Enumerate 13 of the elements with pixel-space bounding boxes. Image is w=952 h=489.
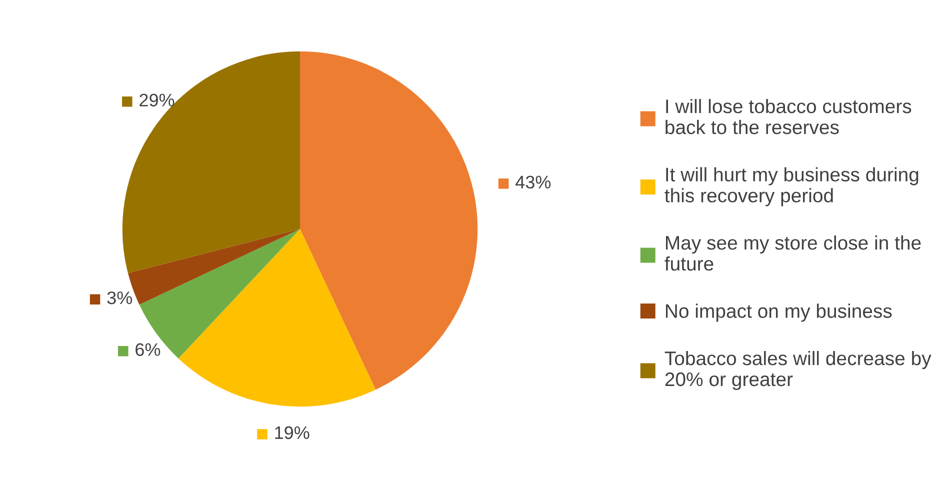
- pie-slice: [122, 51, 300, 274]
- legend-label: Tobacco sales will decrease by 20% or greater: [664, 350, 932, 390]
- legend-label: No impact on my business: [666, 304, 892, 322]
- legend-label: May see my store close in the future: [664, 235, 921, 271]
- legend-label: It will hurt my business during this recovery period: [664, 167, 918, 206]
- data-label: 19%: [275, 426, 310, 440]
- data-label: 6%: [136, 343, 160, 356]
- data-label: 43%: [516, 176, 551, 189]
- legend-label: I will lose tobacco customers back to the reserves: [666, 98, 912, 134]
- data-label: 3%: [107, 291, 132, 304]
- data-label: 29%: [140, 94, 174, 106]
- pie-slice: [300, 51, 478, 390]
- pie-slice: [178, 229, 376, 407]
